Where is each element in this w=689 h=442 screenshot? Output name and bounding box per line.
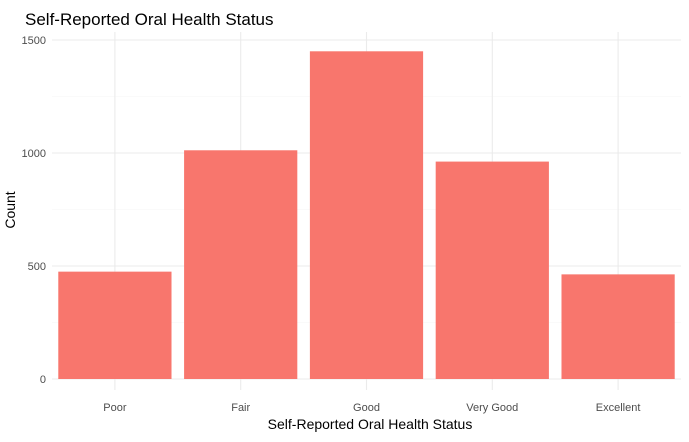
y-tick-label: 1500 [22,35,46,47]
bars [58,51,675,380]
x-axis-tick-labels: Poor Fair Good Very Good Excellent [103,402,640,414]
chart-title: Self-Reported Oral Health Status [25,10,274,29]
x-tick-label: Good [353,402,380,414]
bar-very-good [435,161,549,379]
bar-good [309,51,424,380]
y-axis-tick-labels: 0 500 1000 1500 [22,35,46,386]
bar-fair [184,150,298,379]
y-tick-label: 0 [40,374,46,386]
y-axis-title: Count [2,191,18,228]
bar-excellent [561,274,675,379]
x-tick-label: Fair [231,402,250,414]
x-tick-label: Excellent [596,402,641,414]
y-tick-label: 500 [28,261,46,273]
x-tick-label: Poor [103,402,127,414]
y-tick-label: 1000 [22,148,46,160]
x-axis-title: Self-Reported Oral Health Status [268,416,473,432]
bar-poor [58,271,172,379]
x-tick-label: Very Good [466,402,518,414]
